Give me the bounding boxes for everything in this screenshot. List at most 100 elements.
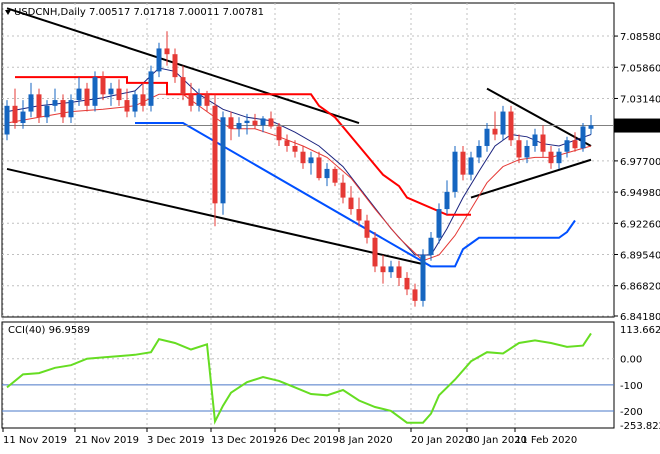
price-tick-label: 6.97700 (620, 157, 660, 168)
candle-body (556, 151, 562, 164)
horizontal-grid (2, 35, 614, 317)
price-tick-label: 6.89540 (620, 251, 660, 262)
candle-body (500, 111, 506, 135)
candle-body (20, 111, 26, 124)
candle-body (524, 145, 530, 158)
price-tick-label: 6.84180 (620, 312, 660, 323)
price-tick-label: 6.94980 (620, 188, 660, 199)
current-price-badge (614, 118, 660, 133)
candle-body (492, 128, 498, 135)
candle-body (412, 289, 418, 301)
candle-body (340, 182, 346, 198)
candle-body (244, 120, 250, 124)
price-tick-label: 7.03140 (620, 94, 660, 105)
candle-body (68, 100, 74, 118)
date-tick-label: 30 Jan 2020 (467, 435, 527, 446)
cci-tick-label: -200 (620, 407, 643, 418)
cci-header: CCI(40) 96.9589 (8, 325, 90, 336)
candle-body (164, 48, 170, 55)
candle-body (44, 105, 50, 118)
main-chart-frame (1, 2, 615, 318)
candle-body (452, 151, 458, 192)
candle-body (404, 277, 410, 290)
candle-body (108, 88, 114, 95)
candle-body (268, 118, 274, 127)
cci-frame (1, 321, 615, 429)
date-tick-label: 26 Dec 2019 (275, 435, 339, 446)
header-triangle-icon (5, 10, 11, 15)
date-tick-label: 11 Feb 2020 (515, 435, 577, 446)
candle-body (428, 237, 434, 255)
current-price-label: 7.00781 (617, 122, 658, 133)
candle-body (92, 77, 98, 106)
candle-body (356, 209, 362, 221)
candlesticks (4, 31, 594, 307)
candle-body (4, 105, 10, 135)
candle-body (388, 266, 394, 273)
cci-tick-label: 113.6628 (620, 325, 660, 336)
candle-body (420, 254, 426, 301)
symbol-header: USDCNH,Daily 7.00517 7.01718 7.00011 7.0… (14, 7, 264, 18)
candle-body (324, 168, 330, 179)
candle-body (564, 140, 570, 152)
candle-body (140, 94, 146, 106)
candle-body (116, 88, 122, 101)
date-tick-label: 13 Dec 2019 (211, 435, 275, 446)
candle-body (156, 48, 162, 72)
candle-body (12, 105, 18, 124)
candle-body (284, 140, 290, 146)
candle-body (220, 117, 226, 204)
price-tick-label: 6.86820 (620, 282, 660, 293)
candle-body (548, 151, 554, 164)
candle-body (484, 128, 490, 146)
date-tick-label: 3 Dec 2019 (147, 435, 205, 446)
candle-body (124, 100, 130, 112)
candle-body (252, 120, 258, 126)
candle-body (188, 94, 194, 106)
cci-tick-label: 0.00 (620, 355, 642, 366)
candle-body (28, 94, 34, 112)
candle-body (436, 209, 442, 238)
candle-body (316, 157, 322, 179)
candle-body (516, 140, 522, 158)
date-tick-label: 21 Nov 2019 (75, 435, 139, 446)
cci-indicator: 113.6628 0.00 -100 -200 -253.8222 (2, 325, 660, 432)
candle-body (348, 197, 354, 210)
candle-body (580, 126, 586, 149)
trendline (470, 158, 592, 199)
candle-body (196, 94, 202, 106)
date-tick-label: 20 Jan 2020 (411, 435, 471, 446)
candle-body (508, 111, 514, 141)
cci-tick-label: -100 (620, 381, 643, 392)
candle-body (228, 117, 234, 129)
candle-body (460, 151, 466, 175)
date-tick-label: 8 Jan 2020 (339, 435, 393, 446)
price-tick-label: 7.05860 (620, 63, 660, 74)
candle-body (588, 125, 594, 129)
candle-body (276, 126, 282, 141)
candle-body (380, 266, 386, 273)
candle-body (132, 94, 138, 112)
candle-body (476, 145, 482, 158)
candle-body (292, 145, 298, 152)
date-tick-label: 11 Nov 2019 (3, 435, 67, 446)
candle-body (60, 100, 66, 118)
candle-body (36, 94, 42, 118)
price-axis-labels: 7.08580 7.05860 7.03140 6.97700 6.94980 6.922… (614, 32, 660, 323)
candle-body (148, 71, 154, 106)
candle-body (572, 140, 578, 149)
candle-body (300, 151, 306, 164)
candle-body (204, 94, 210, 106)
price-tick-label: 7.08580 (620, 32, 660, 43)
candle-body (540, 134, 546, 152)
indicator-overlays: 7.00781 (2, 67, 660, 268)
candle-body (532, 134, 538, 146)
trendline (486, 87, 592, 147)
cci-series-line (6, 332, 592, 425)
candle-body (84, 88, 90, 106)
candle-body (76, 88, 82, 101)
candle-body (236, 123, 242, 129)
candle-body (260, 118, 266, 126)
candle-body (52, 100, 58, 106)
